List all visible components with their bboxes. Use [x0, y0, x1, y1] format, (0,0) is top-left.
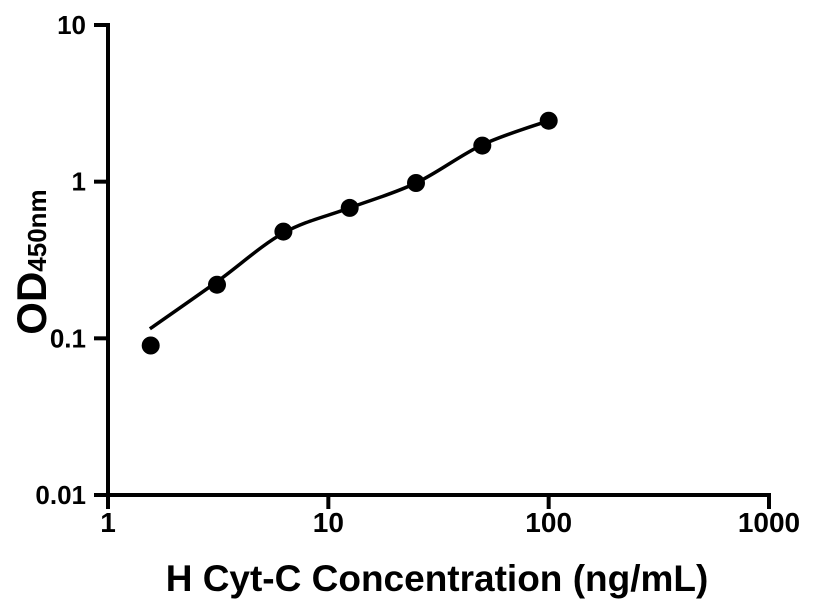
data-point	[340, 198, 359, 217]
data-point	[141, 336, 160, 355]
axes: 0.01 0.1 1 10 1 10 100 1000	[35, 10, 800, 538]
y-axis-title-sub: 450nm	[22, 189, 52, 271]
x-tick-label: 10	[313, 507, 344, 538]
data-point	[473, 136, 492, 155]
data-point	[539, 111, 558, 130]
data-point	[407, 174, 425, 192]
y-tick-label: 0.01	[35, 480, 86, 510]
y-axis-title: OD450nm	[8, 189, 55, 334]
fitted-curve	[148, 119, 550, 331]
x-axis-title: H Cyt-C Concentration (ng/mL)	[166, 558, 709, 599]
y-tick-label: 1	[72, 167, 86, 197]
data-point	[208, 275, 226, 294]
y-axis-title-main: OD	[8, 272, 55, 335]
x-tick-label: 1000	[738, 507, 800, 538]
y-tick-label: 0.1	[50, 323, 86, 353]
data-point	[274, 222, 293, 241]
data-points	[141, 111, 558, 355]
x-tick-label: 100	[525, 507, 572, 538]
x-tick-label: 1	[100, 507, 116, 538]
y-tick-label: 10	[57, 10, 86, 40]
